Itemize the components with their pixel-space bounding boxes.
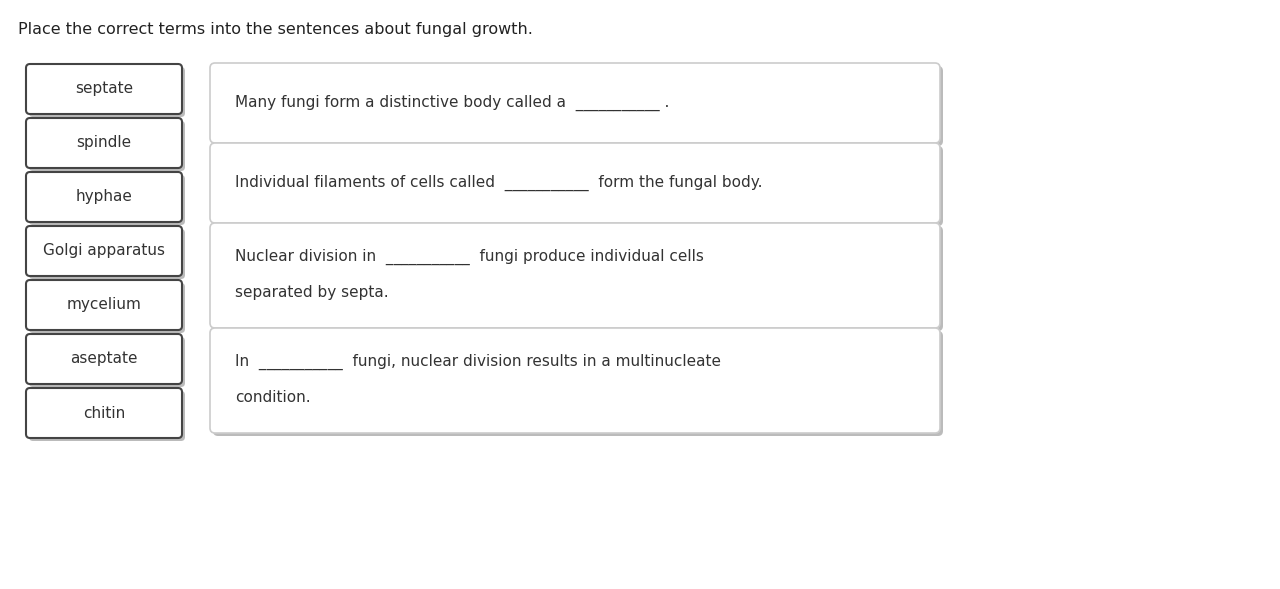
FancyBboxPatch shape [29,229,186,279]
FancyBboxPatch shape [29,175,186,225]
FancyBboxPatch shape [210,63,940,143]
Text: chitin: chitin [83,405,125,421]
FancyBboxPatch shape [210,328,940,433]
FancyBboxPatch shape [26,172,182,222]
Text: In  ___________  fungi, nuclear division results in a multinucleate: In ___________ fungi, nuclear division r… [236,353,721,370]
FancyBboxPatch shape [26,64,182,114]
FancyBboxPatch shape [26,118,182,168]
FancyBboxPatch shape [26,388,182,438]
FancyBboxPatch shape [29,337,186,387]
FancyBboxPatch shape [29,391,186,441]
FancyBboxPatch shape [29,67,186,117]
Text: spindle: spindle [77,135,132,151]
Text: mycelium: mycelium [67,297,141,313]
Text: Many fungi form a distinctive body called a  ___________ .: Many fungi form a distinctive body calle… [236,95,669,111]
Text: aseptate: aseptate [70,352,138,366]
FancyBboxPatch shape [210,143,940,223]
Text: Individual filaments of cells called  ___________  form the fungal body.: Individual filaments of cells called ___… [236,175,763,191]
FancyBboxPatch shape [26,280,182,330]
FancyBboxPatch shape [210,223,940,328]
FancyBboxPatch shape [26,226,182,276]
Text: Nuclear division in  ___________  fungi produce individual cells: Nuclear division in ___________ fungi pr… [236,249,704,264]
FancyBboxPatch shape [212,66,943,146]
Text: separated by septa.: separated by septa. [236,285,389,300]
Text: condition.: condition. [236,390,311,405]
FancyBboxPatch shape [212,331,943,436]
FancyBboxPatch shape [212,226,943,331]
FancyBboxPatch shape [26,334,182,384]
Text: Place the correct terms into the sentences about fungal growth.: Place the correct terms into the sentenc… [18,22,532,37]
Text: septate: septate [76,81,133,97]
FancyBboxPatch shape [212,146,943,226]
Text: Golgi apparatus: Golgi apparatus [44,243,165,259]
Text: hyphae: hyphae [76,190,132,204]
FancyBboxPatch shape [29,283,186,333]
FancyBboxPatch shape [29,121,186,171]
